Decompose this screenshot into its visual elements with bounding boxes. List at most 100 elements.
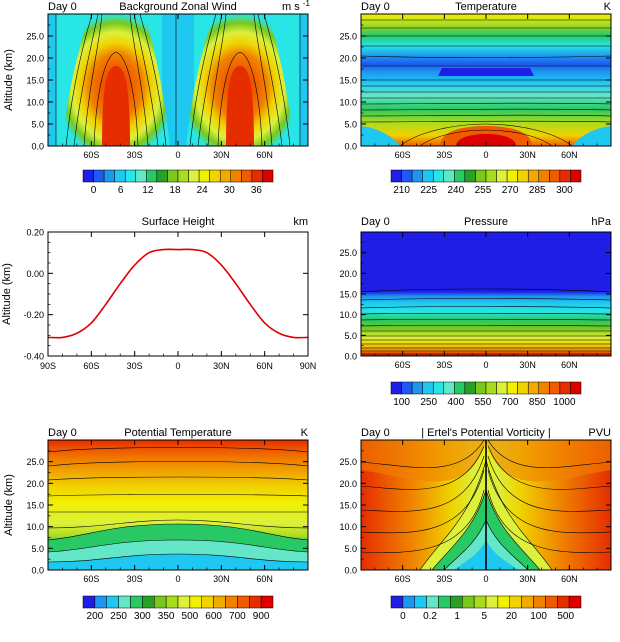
- p4-colorbar-swatch: [225, 595, 238, 609]
- p4-colorbar-swatch: [260, 595, 274, 609]
- p1-colorbar-swatch: [443, 169, 455, 183]
- p4-colorbar-label: 200: [87, 611, 104, 622]
- zonal-wind-title: Background Zonal Wind: [119, 1, 236, 13]
- p1-colorbar-swatch: [517, 169, 529, 183]
- p0-ytick-label: 25.0: [26, 32, 44, 42]
- p0-colorbar-swatch: [156, 169, 168, 183]
- p4-xtick-label: 60S: [83, 574, 99, 584]
- p3-xtick-label: 60S: [395, 360, 411, 370]
- p1-ytick-label: 5.0: [344, 120, 357, 130]
- p4-colorbar-swatch: [118, 595, 131, 609]
- p5-colorbar-swatch: [450, 595, 463, 609]
- p5-ytick-label: 10.0: [339, 522, 357, 532]
- p3-colorbar-swatch: [411, 381, 423, 395]
- panel-temperature: Day 0 Temperature K 0.0 5.0 10.0 15.0 20.0 25…: [339, 1, 611, 196]
- p4-colorbar-label: 300: [134, 611, 151, 622]
- p4-colorbar-swatch: [154, 595, 167, 609]
- potential-vorticity-title: | Ertel's Potential Vorticity |: [421, 427, 550, 439]
- p3-colorbar-swatch: [390, 381, 402, 395]
- p1-colorbar-swatch: [549, 169, 561, 183]
- p4-colorbar-swatch: [82, 595, 96, 609]
- p0-colorbar-label: 12: [142, 185, 154, 196]
- p4-xtick-label: 60N: [256, 574, 273, 584]
- surface-height-xtick-label: 60S: [83, 361, 99, 371]
- p4-colorbar-swatch: [94, 595, 107, 609]
- p0-colorbar-swatch: [188, 169, 200, 183]
- p4-colorbar-swatch: [237, 595, 250, 609]
- p1-ytick-label: 10.0: [339, 98, 357, 108]
- p0-colorbar-swatch: [230, 169, 242, 183]
- zonal-wind-ylabel: Altitude (km): [3, 49, 15, 111]
- p4-xtick-label: 30N: [213, 574, 230, 584]
- p5-xtick-label: 0: [483, 574, 488, 584]
- p1-colorbar-swatch: [411, 169, 423, 183]
- p5-colorbar-label: 500: [557, 611, 574, 622]
- p4-colorbar-swatch: [213, 595, 226, 609]
- p5-colorbar-swatch: [485, 595, 499, 609]
- temperature-field: [361, 14, 611, 146]
- p0-ytick-label: 5.0: [31, 120, 44, 130]
- p3-colorbar-swatch: [538, 381, 550, 395]
- p0-colorbar-swatch: [135, 169, 147, 183]
- p3-colorbar-label: 250: [420, 397, 437, 408]
- p4-colorbar-label: 350: [158, 611, 175, 622]
- p5-ytick-label: 20.0: [339, 479, 357, 489]
- potential-vorticity-field: [361, 440, 611, 570]
- p3-ytick-label: 5.0: [344, 331, 357, 341]
- p5-colorbar-label: 20: [506, 611, 518, 622]
- p0-ytick-label: 20.0: [26, 54, 44, 64]
- potential-temperature-field: [48, 440, 308, 570]
- zonal-wind-day: Day 0: [48, 1, 77, 13]
- p0-colorbar-swatch: [241, 169, 253, 183]
- p3-colorbar-swatch: [454, 381, 466, 395]
- p1-colorbar-label: 210: [393, 185, 410, 196]
- p0-colorbar-label: 18: [169, 185, 181, 196]
- p1-colorbar-swatch: [454, 169, 466, 183]
- potential-temperature-day: Day 0: [48, 427, 77, 439]
- panel-potential-vorticity: Day 0 | Ertel's Potential Vorticity | PV…: [339, 427, 612, 622]
- p0-ytick-label: 10.0: [26, 98, 44, 108]
- p5-colorbar-swatch: [438, 595, 451, 609]
- p1-colorbar-swatch: [559, 169, 571, 183]
- p3-colorbar-swatch: [496, 381, 508, 395]
- surface-height-ytick-label: 0.00: [26, 269, 44, 279]
- p3-colorbar-swatch: [570, 381, 582, 395]
- p5-xtick-label: 60N: [561, 574, 578, 584]
- surface-height-title: Surface Height: [142, 216, 215, 228]
- p3-colorbar-label: 1000: [553, 397, 576, 408]
- p4-ytick-label: 0.0: [31, 566, 44, 576]
- p5-colorbar-swatch: [414, 595, 427, 609]
- p5-colorbar-swatch: [533, 595, 546, 609]
- zonal-wind-field: [48, 14, 308, 146]
- p4-xtick-label: 0: [175, 574, 180, 584]
- surface-height-ylabel: Altitude (km): [1, 263, 13, 325]
- p4-colorbar-swatch: [177, 595, 191, 609]
- p0-colorbar-swatch: [114, 169, 126, 183]
- potential-temperature-ylabel: Altitude (km): [3, 474, 15, 536]
- p3-colorbar-swatch: [432, 381, 445, 395]
- p3-colorbar-swatch: [464, 381, 476, 395]
- p5-colorbar-label: 5: [482, 611, 488, 622]
- p0-xtick-label: 60S: [83, 150, 99, 160]
- p1-xtick-label: 30N: [519, 150, 536, 160]
- p1-colorbar-label: 300: [556, 185, 573, 196]
- p3-colorbar-label: 850: [529, 397, 546, 408]
- p1-colorbar-swatch: [390, 169, 402, 183]
- p5-colorbar-label: 0.2: [423, 611, 437, 622]
- p3-colorbar-swatch: [475, 381, 487, 395]
- surface-height-xtick-label: 90N: [300, 361, 317, 371]
- p4-colorbar-swatch: [189, 595, 202, 609]
- p4-colorbar-swatch: [106, 595, 119, 609]
- pressure-day: Day 0: [361, 216, 390, 228]
- surface-height-ytick-label: 0.20: [26, 228, 44, 238]
- p1-xtick-label: 30S: [436, 150, 452, 160]
- pressure-units: hPa: [591, 216, 611, 228]
- p5-colorbar-label: 0: [400, 611, 406, 622]
- p1-colorbar-swatch: [464, 169, 476, 183]
- p0-colorbar-swatch: [219, 169, 232, 183]
- p3-ytick-label: 0.0: [344, 352, 357, 362]
- p3-ytick-label: 20.0: [339, 269, 357, 279]
- p0-ytick-label: 0.0: [31, 142, 44, 152]
- p4-colorbar-label: 600: [205, 611, 222, 622]
- p1-ytick-label: 20.0: [339, 54, 357, 64]
